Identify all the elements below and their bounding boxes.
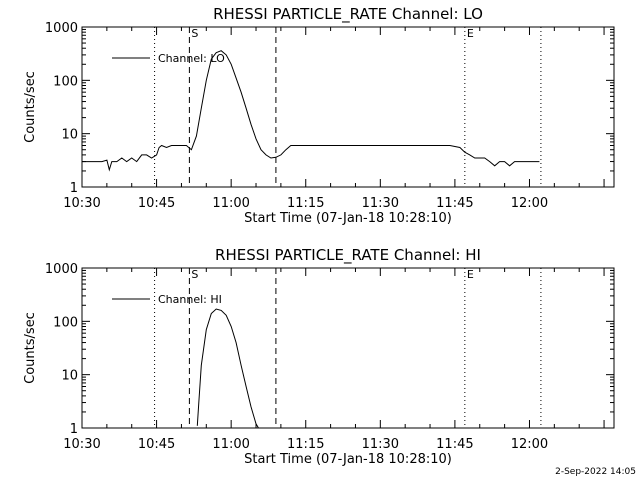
- x-tick-label: 11:30: [362, 437, 399, 452]
- legend-label: Channel: LO: [158, 52, 225, 65]
- x-tick-label: 11:45: [436, 196, 473, 211]
- chart-title: RHESSI PARTICLE_RATE Channel: HI: [215, 246, 481, 265]
- x-tick-label: 11:15: [287, 196, 324, 211]
- series-line: [196, 308, 259, 428]
- x-tick-label: 10:45: [138, 437, 175, 452]
- x-tick-label: 11:00: [212, 437, 249, 452]
- time-marker-label: S: [191, 268, 198, 281]
- x-tick-label: 11:00: [212, 196, 249, 211]
- panel-2: RHESSI PARTICLE_RATE Channel: HI 1 10 100 10…: [23, 246, 615, 467]
- y-tick-label: 10: [61, 128, 78, 143]
- time-marker-label: S: [191, 27, 198, 40]
- y-tick-label: 1000: [45, 21, 78, 36]
- y-tick-label: 1: [70, 422, 78, 437]
- series-line: [82, 50, 540, 172]
- x-axis-label: Start Time (07-Jan-18 10:28:10): [244, 211, 452, 226]
- chart-title: RHESSI PARTICLE_RATE Channel: LO: [213, 5, 483, 24]
- y-tick-label: 10: [61, 369, 78, 384]
- x-tick-label: 10:30: [63, 196, 100, 211]
- x-tick-label: 12:00: [511, 196, 548, 211]
- time-marker-label: E: [467, 268, 474, 281]
- x-tick-label: 11:45: [436, 437, 473, 452]
- y-tick-label: 1: [70, 181, 78, 196]
- plot-frame: [81, 267, 615, 429]
- x-tick-label: 10:45: [138, 196, 175, 211]
- timestamp: 2-Sep-2022 14:05: [555, 467, 636, 477]
- y-tick-label: 1000: [45, 262, 78, 277]
- x-axis-label: Start Time (07-Jan-18 10:28:10): [244, 452, 452, 467]
- time-marker-label: E: [467, 27, 474, 40]
- y-axis-label: Counts/sec: [23, 312, 38, 384]
- x-tick-label: 11:15: [287, 437, 324, 452]
- y-tick-label: 100: [53, 74, 78, 89]
- x-tick-label: 11:30: [362, 196, 399, 211]
- plot-frame: [81, 26, 615, 188]
- y-axis-label: Counts/sec: [23, 71, 38, 143]
- panel-1: RHESSI PARTICLE_RATE Channel: LO 1 10 100 10…: [23, 5, 615, 226]
- x-tick-label: 10:30: [63, 437, 100, 452]
- legend-label: Channel: HI: [158, 293, 222, 306]
- x-tick-label: 12:00: [511, 437, 548, 452]
- y-tick-label: 100: [53, 315, 78, 330]
